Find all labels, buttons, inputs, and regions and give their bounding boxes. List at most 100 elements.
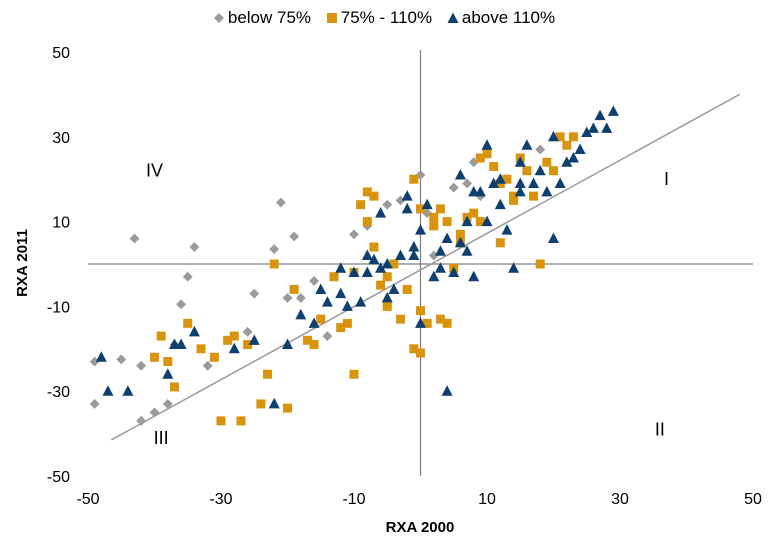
series-square: [150, 132, 578, 426]
data-point-square: [150, 352, 159, 362]
diamond-marker-icon: [213, 13, 224, 23]
data-point-triangle: [461, 215, 473, 227]
data-point-diamond: [462, 178, 472, 189]
quadrant-label: II: [655, 419, 665, 439]
y-tick-label: 30: [52, 130, 70, 147]
data-point-square: [362, 217, 372, 227]
x-tick-label: -50: [76, 491, 99, 508]
data-point-triangle: [415, 317, 426, 328]
data-point-triangle: [355, 296, 367, 307]
data-point-square: [382, 272, 392, 282]
quadrant-label: III: [154, 428, 169, 448]
data-point-square: [495, 238, 505, 248]
data-point-diamond: [349, 229, 359, 240]
data-point-triangle: [381, 291, 393, 303]
square-marker-icon: [326, 13, 337, 23]
data-point-triangle: [448, 266, 460, 277]
data-point-square: [422, 318, 432, 328]
data-point-triangle: [587, 122, 599, 133]
data-point-triangle: [428, 270, 440, 282]
data-point-triangle: [408, 241, 420, 252]
data-point-diamond: [309, 276, 320, 286]
data-point-triangle: [494, 198, 506, 210]
data-point-square: [396, 314, 406, 324]
data-point-square: [509, 191, 519, 201]
data-point-triangle: [481, 215, 493, 227]
data-point-diamond: [382, 199, 393, 210]
data-point-triangle: [541, 185, 553, 197]
chart-legend: below 75% 75% - 110% above 110%: [0, 8, 768, 28]
data-point-triangle: [162, 368, 174, 379]
data-point-square: [209, 352, 219, 362]
data-point-square: [196, 344, 206, 354]
data-point-triangle: [601, 122, 613, 133]
quadrant-label: IV: [146, 161, 163, 181]
y-tick-label: 50: [52, 45, 70, 62]
data-point-square: [243, 340, 253, 350]
data-point-square: [236, 416, 246, 426]
y-tick-label: -10: [47, 299, 70, 316]
data-point-square: [302, 335, 312, 345]
data-point-square: [263, 369, 273, 379]
data-point-triangle: [282, 338, 293, 350]
data-point-triangle: [175, 338, 187, 350]
data-point-triangle: [534, 164, 546, 176]
data-point-square: [442, 217, 452, 227]
data-point-square: [336, 323, 346, 333]
trendline: [110, 93, 741, 441]
data-point-square: [156, 331, 166, 341]
data-point-triangle: [521, 139, 533, 150]
data-point-square: [289, 284, 299, 294]
data-point-diamond: [176, 299, 187, 310]
data-point-square: [349, 369, 359, 379]
legend-item-below-75: below 75%: [213, 8, 311, 28]
points-layer: [89, 105, 619, 426]
data-point-diamond: [116, 354, 127, 365]
data-point-square: [435, 314, 445, 324]
data-point-square: [342, 318, 352, 328]
data-point-triangle: [454, 168, 466, 180]
legend-item-above-110: above 110%: [447, 8, 555, 28]
data-point-triangle: [315, 283, 327, 294]
data-point-diamond: [289, 231, 300, 242]
data-point-square: [475, 217, 485, 227]
data-point-triangle: [501, 224, 513, 235]
data-point-triangle: [321, 296, 333, 307]
data-point-triangle: [508, 262, 520, 273]
data-point-square: [555, 132, 565, 142]
data-point-triangle: [514, 156, 526, 167]
data-point-triangle: [594, 109, 606, 121]
data-point-triangle: [514, 185, 526, 197]
series-triangle: [95, 105, 619, 409]
data-point-square: [429, 221, 439, 231]
data-point-diamond: [182, 271, 193, 282]
data-point-square: [369, 191, 379, 201]
data-point-triangle: [561, 156, 573, 167]
data-point-triangle: [554, 177, 566, 188]
data-point-triangle: [228, 342, 240, 354]
data-point-square: [416, 204, 425, 214]
data-point-triangle: [488, 177, 500, 188]
data-point-diamond: [322, 331, 333, 342]
data-point-triangle: [514, 177, 526, 188]
data-point-square: [356, 200, 366, 210]
data-point-triangle: [415, 224, 426, 235]
data-point-triangle: [248, 334, 260, 345]
data-point-triangle: [388, 283, 400, 294]
data-point-diamond: [282, 292, 293, 303]
data-point-square: [502, 174, 512, 184]
x-tick-label: -30: [209, 491, 232, 508]
data-point-triangle: [461, 245, 473, 256]
legend-label: 75% - 110%: [340, 8, 433, 27]
data-point-square: [416, 348, 425, 358]
data-point-square: [429, 212, 439, 222]
data-point-triangle: [401, 190, 413, 201]
y-tick-label: -50: [47, 469, 70, 486]
data-point-triangle: [441, 232, 453, 244]
data-point-square: [223, 335, 233, 345]
data-point-square: [169, 382, 179, 392]
data-point-triangle: [188, 325, 200, 337]
data-point-square: [316, 314, 326, 324]
data-point-square: [482, 149, 492, 159]
